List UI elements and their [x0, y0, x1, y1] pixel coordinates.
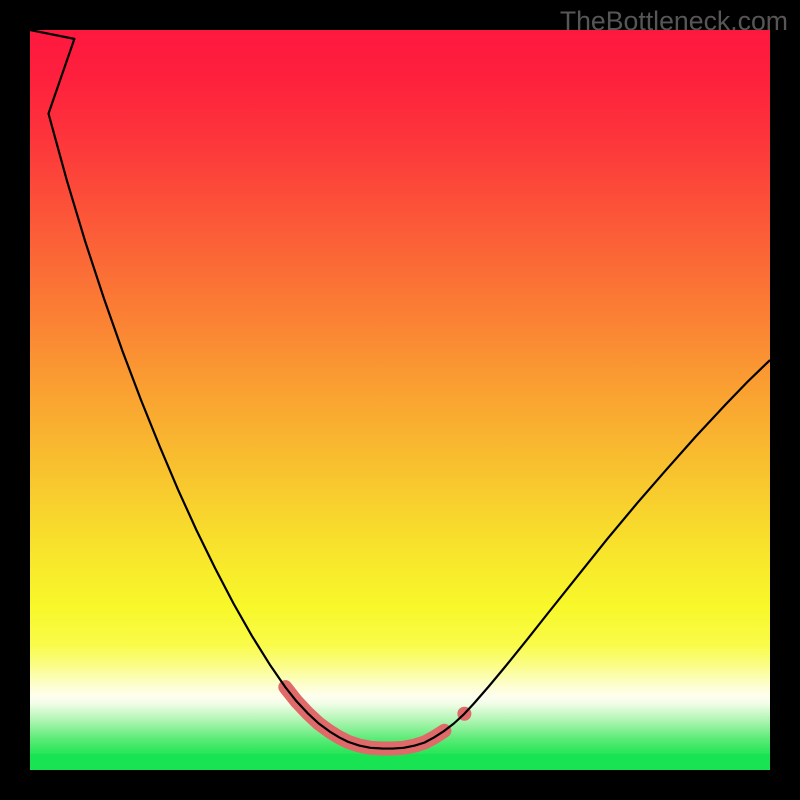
plot-area [30, 30, 770, 770]
bottleneck-curve [30, 30, 770, 770]
stage: TheBottleneck.com [0, 0, 800, 800]
watermark-text: TheBottleneck.com [560, 6, 788, 37]
